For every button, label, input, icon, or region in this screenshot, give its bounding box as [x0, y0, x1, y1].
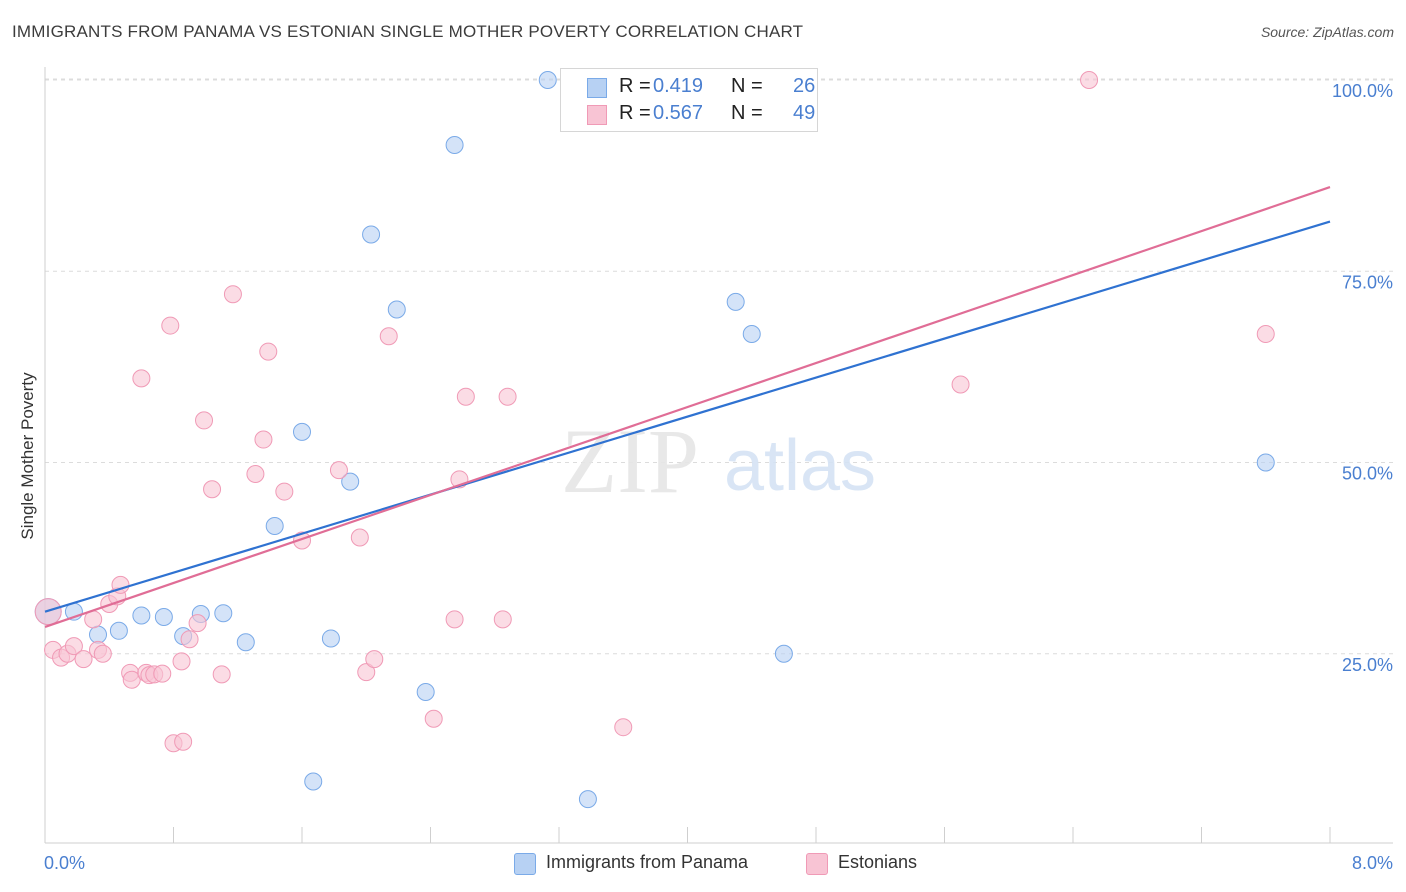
- estonians-point: [161, 316, 180, 335]
- estonians-trend-line: [44, 186, 1331, 629]
- panama-point: [538, 71, 557, 89]
- estonians-point: [259, 342, 278, 361]
- grid-lines: [45, 78, 1393, 655]
- estonians-point: [951, 375, 970, 394]
- estonians-point: [223, 285, 242, 304]
- estonians-point: [132, 369, 151, 388]
- x-tick-label: 0.0%: [44, 853, 85, 873]
- estonians-point: [498, 387, 517, 406]
- estonians-point: [203, 480, 222, 499]
- panama-point: [265, 516, 284, 535]
- estonians-point: [180, 630, 199, 649]
- estonians-point: [357, 663, 376, 682]
- y-tick-label: 50.0%: [1342, 464, 1393, 484]
- legend-r-value: 0.567: [653, 102, 704, 124]
- panama-point: [445, 136, 464, 155]
- source-label: Source: ZipAtlas.com: [1260, 24, 1394, 40]
- legend-swatch-estonians: [587, 105, 607, 125]
- estonians-point: [424, 709, 443, 728]
- panama-point: [304, 772, 323, 791]
- legend-n-value: 26: [793, 75, 816, 97]
- panama-point: [416, 683, 435, 701]
- panama-trend-line: [44, 220, 1331, 613]
- legend-n-label: N =: [731, 102, 763, 124]
- legend-r-label: R =: [619, 75, 651, 97]
- estonians-point: [188, 614, 207, 633]
- panama-point: [321, 629, 340, 648]
- panama-point: [132, 606, 151, 625]
- panama-point: [154, 608, 173, 627]
- panama-point: [774, 644, 793, 663]
- legend-r-label: R =: [619, 102, 651, 124]
- estonians-point: [195, 411, 214, 430]
- bottom-legend-label-estonians: Estonians: [838, 852, 918, 872]
- estonians-point: [1080, 71, 1099, 89]
- panama-point: [109, 621, 128, 640]
- legend-r-value: 0.419: [653, 75, 704, 97]
- estonians-point: [1256, 324, 1275, 343]
- panama-point: [362, 225, 381, 244]
- estonians-point: [329, 461, 348, 480]
- panama-point: [89, 625, 108, 644]
- stats-legend: R = 0.419 N = 26 R = 0.567 N = 49: [560, 68, 818, 132]
- estonians-point: [293, 531, 311, 550]
- estonians-point: [456, 387, 475, 406]
- panama-point: [578, 790, 597, 809]
- axes: [44, 67, 1393, 844]
- data-points: [34, 71, 1275, 809]
- chart-title: IMMIGRANTS FROM PANAMA VS ESTONIAN SINGL…: [12, 22, 804, 41]
- y-tick-label: 100.0%: [1332, 81, 1393, 101]
- estonians-point: [153, 664, 172, 683]
- estonians-point: [493, 610, 512, 629]
- estonians-point: [365, 650, 384, 669]
- panama-point: [387, 300, 406, 319]
- watermark: ZIP atlas: [561, 410, 876, 512]
- legend-n-value: 49: [793, 102, 816, 124]
- y-axis-label: Single Mother Poverty: [18, 372, 37, 540]
- estonians-point: [275, 482, 294, 501]
- watermark-atlas: atlas: [724, 426, 876, 506]
- estonians-point: [122, 670, 141, 689]
- estonians-point: [445, 610, 464, 629]
- estonians-point: [74, 650, 93, 669]
- y-tick-label: 75.0%: [1342, 272, 1393, 292]
- bottom-legend-label-panama: Immigrants from Panama: [546, 852, 749, 872]
- trend-lines: [44, 186, 1331, 629]
- estonians-point: [93, 644, 112, 663]
- watermark-zip: ZIP: [561, 410, 699, 512]
- y-tick-label: 25.0%: [1342, 655, 1393, 675]
- panama-point: [726, 292, 745, 311]
- estonians-point: [379, 327, 398, 346]
- estonians-point: [614, 718, 633, 737]
- panama-point: [742, 324, 761, 343]
- panama-point: [236, 633, 255, 652]
- legend-swatch-panama: [587, 78, 607, 98]
- x-tick-label: 8.0%: [1352, 853, 1393, 873]
- estonians-point: [174, 732, 193, 751]
- panama-point: [293, 422, 311, 441]
- panama-point: [341, 472, 360, 491]
- tick-labels: 25.0% 50.0% 75.0% 100.0% 0.0% 8.0%: [44, 81, 1393, 873]
- panama-point: [1256, 453, 1275, 472]
- estonians-point: [64, 637, 83, 656]
- estonians-point: [172, 652, 191, 671]
- estonians-point: [254, 430, 273, 449]
- estonians-point: [246, 464, 265, 483]
- bottom-legend-swatch-panama: [514, 853, 536, 875]
- estonians-point: [212, 665, 231, 684]
- panama-point: [214, 604, 233, 623]
- legend-n-label: N =: [731, 75, 763, 97]
- estonians-point: [350, 528, 369, 547]
- bottom-legend-swatch-estonians: [806, 853, 828, 875]
